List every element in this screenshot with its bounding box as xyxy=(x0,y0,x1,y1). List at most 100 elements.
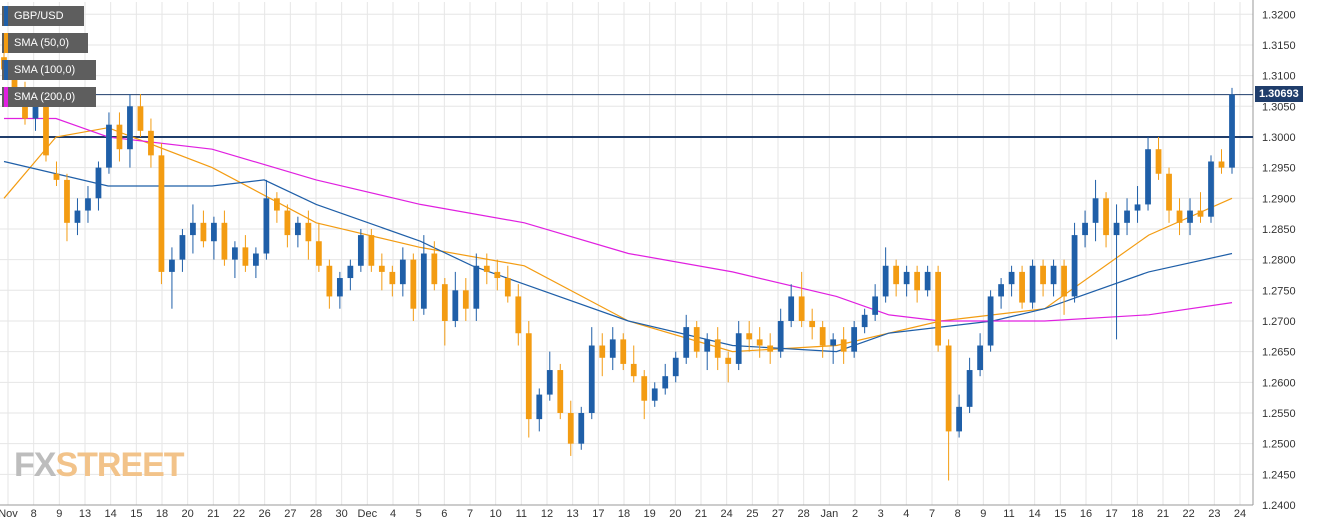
legend-item-sma-200: SMA (200,0) xyxy=(2,87,96,107)
candle-body xyxy=(609,339,616,358)
legend-label-sma-100: SMA (100,0) xyxy=(14,64,76,76)
candle-body xyxy=(1124,210,1130,223)
candle-body xyxy=(200,222,207,242)
candle-body xyxy=(1082,222,1088,236)
y-tick-label: 1.2950 xyxy=(1262,163,1296,175)
legend-item-sma-100: SMA (100,0) xyxy=(2,60,96,80)
x-tick-label: 16 xyxy=(1080,508,1092,520)
x-tick-label: 15 xyxy=(1054,508,1066,520)
y-tick-label: 1.2450 xyxy=(1262,469,1296,481)
x-tick-label: 11 xyxy=(516,508,527,520)
candle-body xyxy=(504,278,511,297)
candle-body xyxy=(515,296,522,334)
x-tick-label: 6 xyxy=(441,508,447,520)
candle-body xyxy=(158,155,165,272)
x-tick-label: 22 xyxy=(233,508,245,520)
candle-body xyxy=(137,106,144,131)
candle-body xyxy=(651,388,658,401)
candle-body xyxy=(431,253,438,285)
candle-body xyxy=(43,106,49,156)
candle-body xyxy=(32,106,39,119)
candle-body xyxy=(326,265,333,297)
fxstreet-logo: FXSTREET xyxy=(14,446,185,484)
x-tick-label: Dec xyxy=(358,508,378,520)
candle-body xyxy=(263,198,270,254)
candle-body xyxy=(1197,210,1204,217)
candle-body xyxy=(987,296,994,346)
x-tick-label: 15 xyxy=(130,508,142,520)
candle-body xyxy=(1218,161,1225,168)
candle-body xyxy=(399,259,406,285)
x-tick-label: 28 xyxy=(310,508,322,520)
candle-body xyxy=(357,235,364,266)
candle-body xyxy=(410,259,417,309)
x-tick-label: 13 xyxy=(567,508,579,520)
y-tick-label: 1.3050 xyxy=(1262,101,1296,113)
candle-body xyxy=(378,265,385,272)
x-tick-label: 7 xyxy=(929,508,935,520)
candle-body xyxy=(683,327,690,358)
candle-body xyxy=(462,290,469,309)
y-tick-label: 1.2400 xyxy=(1262,500,1296,512)
candle-body xyxy=(1050,265,1057,285)
candle-body xyxy=(1019,271,1025,303)
candle-body xyxy=(253,253,259,266)
candle-body xyxy=(106,124,112,168)
x-tick-label: 13 xyxy=(79,508,91,520)
candle-body xyxy=(148,130,154,156)
candle-body xyxy=(483,265,490,272)
candle-body xyxy=(494,271,501,279)
x-tick-label: 21 xyxy=(207,508,219,520)
candle-body xyxy=(872,296,879,315)
candle-body xyxy=(998,284,1004,297)
candle-body xyxy=(746,333,753,340)
x-tick-label: 5 xyxy=(416,508,422,520)
x-tick-label: 19 xyxy=(644,508,656,520)
candle-body xyxy=(74,210,81,223)
x-tick-label: 9 xyxy=(980,508,986,520)
x-tick-label: 4 xyxy=(390,508,396,520)
candle-body xyxy=(169,259,175,272)
x-tick-label: 4 xyxy=(903,508,909,520)
candle-body xyxy=(294,222,301,236)
legend-label-sma-50: SMA (50,0) xyxy=(14,37,70,49)
legend-label-gbpusd: GBP/USD xyxy=(14,10,64,22)
candle-body xyxy=(725,357,732,364)
x-tick-label: 18 xyxy=(156,508,168,520)
candle-body xyxy=(336,278,343,297)
x-tick-label: 26 xyxy=(259,508,271,520)
candle-body xyxy=(893,265,900,285)
candle-body xyxy=(851,327,858,352)
x-tick-label: Jan xyxy=(820,508,838,520)
candle-body xyxy=(819,327,826,346)
candle-body xyxy=(1145,149,1151,205)
candle-body xyxy=(735,333,742,364)
x-tick-label: 3 xyxy=(878,508,884,520)
candle-body xyxy=(347,265,354,279)
candle-body xyxy=(599,345,606,358)
candle-body xyxy=(232,247,238,260)
candle-body xyxy=(924,271,931,291)
candle-body xyxy=(1029,265,1036,303)
legend-label-sma-200: SMA (200,0) xyxy=(14,91,76,103)
candle-body xyxy=(389,271,396,285)
candle-body xyxy=(242,247,249,266)
candle-body xyxy=(840,339,847,352)
candle-body xyxy=(536,394,543,420)
x-tick-label: 8 xyxy=(955,508,961,520)
legend-swatch-sma-50 xyxy=(4,33,8,53)
x-tick-label: 22 xyxy=(1183,508,1195,520)
candle-body xyxy=(116,124,123,150)
candle-body xyxy=(798,296,805,321)
y-tick-label: 1.2700 xyxy=(1262,316,1296,328)
candle-body xyxy=(588,345,595,413)
candle-body xyxy=(956,406,962,432)
y-tick-label: 1.2500 xyxy=(1262,439,1296,451)
candle-body xyxy=(1208,161,1214,217)
candle-body xyxy=(809,320,816,328)
candle-body xyxy=(903,271,910,285)
x-tick-label: 21 xyxy=(695,508,707,520)
candle-body xyxy=(525,333,532,420)
y-tick-label: 1.3150 xyxy=(1262,40,1296,52)
